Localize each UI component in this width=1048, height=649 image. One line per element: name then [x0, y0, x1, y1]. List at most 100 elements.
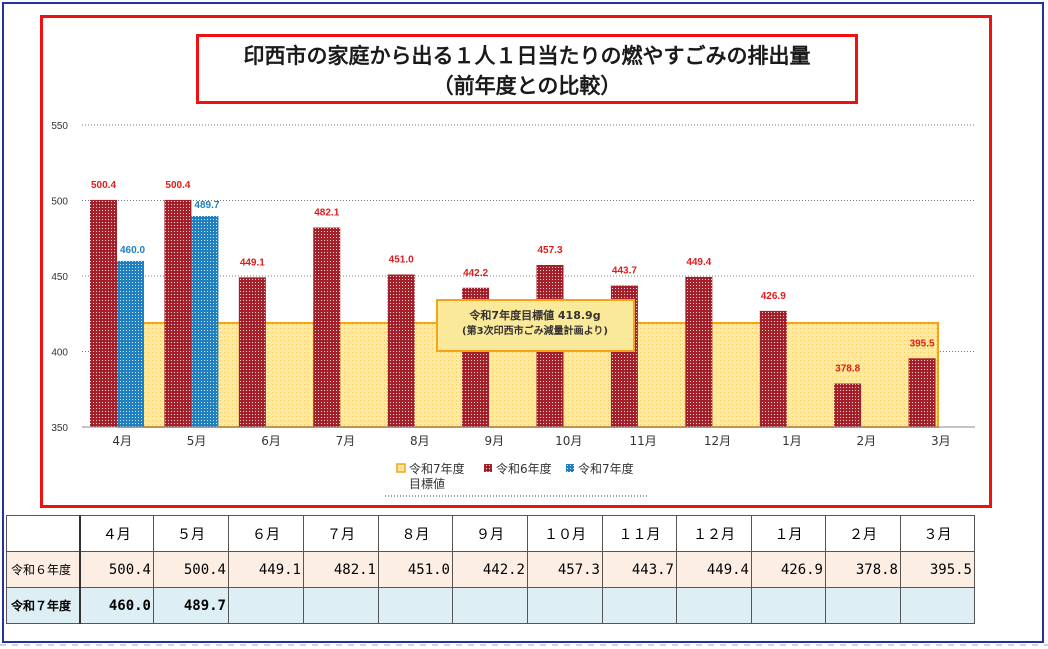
table-cell: [452, 587, 528, 624]
data-label: 442.2: [463, 268, 488, 279]
table-cell: [825, 587, 901, 624]
table-corner-cell: [6, 515, 81, 552]
y-tick-label: 500: [51, 197, 68, 208]
bottom-decoration: [0, 644, 1048, 646]
x-tick-label: 2月: [857, 434, 877, 448]
table-cell: 449.4: [676, 551, 752, 588]
table-row-label: 令和７年度: [6, 587, 81, 624]
data-table: ４月 ５月 ６月 ７月 ８月 ９月 １０月 １１月 １２月 １月 ２月 ３月 令和６年度 500.4 5…: [6, 515, 975, 624]
bar-r7: [191, 216, 219, 427]
data-label: 500.4: [165, 180, 190, 191]
table-row-r7: 令和７年度 460.0 489.7: [6, 587, 975, 624]
table-header-row: ４月 ５月 ６月 ７月 ８月 ９月 １０月 １１月 １２月 １月 ２月 ３月: [6, 515, 975, 552]
table-header-cell: ８月: [378, 515, 453, 552]
data-label: 449.1: [240, 257, 265, 268]
table-header-cell: ４月: [79, 515, 154, 552]
x-tick-label: 11月: [629, 434, 656, 448]
table-cell: 443.7: [602, 551, 677, 588]
data-label: 489.7: [194, 200, 219, 211]
table-cell: 449.1: [228, 551, 304, 588]
bar-r6: [759, 310, 787, 427]
table-header-cell: １０月: [527, 515, 603, 552]
table-cell: 500.4: [153, 551, 229, 588]
x-tick-label: 8月: [410, 434, 430, 448]
y-tick-label: 450: [51, 272, 68, 283]
chart-frame: [40, 15, 992, 508]
table-header-cell: ３月: [900, 515, 975, 552]
chart-title-line2: （前年度との比較）: [432, 74, 622, 98]
table-header-cell: １月: [751, 515, 826, 552]
x-tick-label: 3月: [931, 434, 951, 448]
table-row-r6: 令和６年度 500.4 500.4 449.1 482.1 451.0 442.2 457.…: [6, 551, 975, 588]
data-label: 482.1: [314, 208, 339, 219]
chart-title: 印西市の家庭から出る１人１日当たりの燃やすごみの排出量 （前年度との比較）: [196, 34, 858, 104]
table-header-cell: ６月: [228, 515, 304, 552]
table-cell: [900, 587, 975, 624]
bar-r6: [90, 199, 117, 427]
bar-r6: [164, 199, 192, 427]
legend-swatch: [484, 464, 492, 472]
table-cell: [527, 587, 603, 624]
target-annotation-line1: 令和7年度目標値 418.9g: [468, 308, 600, 322]
table-cell: [602, 587, 677, 624]
table-cell: 489.7: [153, 587, 229, 624]
target-annotation-line2: (第3次印西市ごみ減量計画より): [462, 324, 608, 337]
table-cell: [751, 587, 826, 624]
legend-swatch: [566, 464, 574, 472]
legend-label: 目標値: [409, 476, 445, 491]
legend-label: 令和7年度: [578, 461, 634, 476]
x-tick-label: 6月: [261, 434, 281, 448]
table-cell: [303, 587, 379, 624]
x-tick-label: 10月: [555, 434, 582, 448]
table-header-cell: １２月: [676, 515, 752, 552]
bar-r6: [685, 276, 713, 427]
bar-r6: [387, 274, 415, 427]
data-label: 443.7: [612, 266, 637, 277]
x-tick-label: 9月: [484, 434, 504, 448]
y-tick-label: 350: [51, 423, 68, 434]
data-label: 449.4: [686, 257, 711, 268]
legend-label: 令和7年度: [409, 461, 465, 476]
table-cell: 378.8: [825, 551, 901, 588]
table-cell: 442.2: [452, 551, 528, 588]
bar-r6: [238, 277, 266, 427]
table-cell: [378, 587, 453, 624]
table-header-cell: ２月: [825, 515, 901, 552]
x-tick-label: 1月: [782, 434, 802, 448]
data-label: 378.8: [835, 364, 860, 375]
x-tick-label: 12月: [704, 434, 731, 448]
x-tick-label: 5月: [187, 434, 207, 448]
legend-swatch: [396, 463, 406, 473]
y-tick-label: 400: [51, 348, 68, 359]
table-cell: 451.0: [378, 551, 453, 588]
table-cell: 500.4: [79, 551, 154, 588]
chart-title-line1: 印西市の家庭から出る１人１日当たりの燃やすごみの排出量: [243, 44, 811, 68]
x-tick-label: 7月: [336, 434, 356, 448]
table-cell: [228, 587, 304, 624]
bar-r7: [117, 260, 144, 427]
legend-label: 令和6年度: [496, 461, 552, 476]
data-label: 500.4: [91, 180, 116, 191]
table-cell: 426.9: [751, 551, 826, 588]
table-header-cell: １１月: [602, 515, 677, 552]
data-label: 451.0: [389, 254, 414, 265]
table-header-cell: ７月: [303, 515, 379, 552]
x-tick-label: 4月: [112, 434, 132, 448]
table-cell: 457.3: [527, 551, 603, 588]
table-cell: 395.5: [900, 551, 975, 588]
bar-r6: [834, 383, 862, 427]
table-header-cell: ５月: [153, 515, 229, 552]
table-cell: [676, 587, 752, 624]
data-label: 457.3: [537, 245, 562, 256]
target-annotation-box: [436, 299, 635, 352]
table-cell: 482.1: [303, 551, 379, 588]
data-label: 460.0: [120, 245, 145, 256]
table-cell: 460.0: [79, 587, 154, 624]
data-label: 395.5: [910, 338, 935, 349]
table-row-label: 令和６年度: [6, 551, 81, 588]
bar-r6: [313, 227, 341, 427]
bar-r6: [908, 358, 936, 427]
table-header-cell: ９月: [452, 515, 528, 552]
